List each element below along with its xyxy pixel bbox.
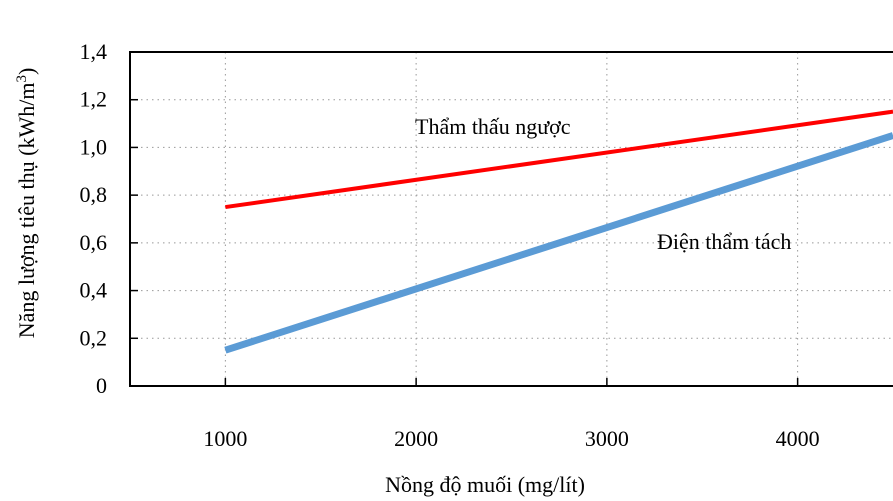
x-axis-title: Nồng độ muối (mg/lít) — [385, 472, 585, 497]
series-label-electrodialysis: Điện thẩm tách — [657, 229, 791, 254]
y-tick-label: 1,2 — [80, 87, 108, 112]
series-lines — [224, 109, 893, 354]
x-tick-label: 3000 — [585, 426, 629, 451]
series-line-electrodialysis — [224, 132, 893, 354]
x-tick-label: 1000 — [203, 426, 247, 451]
y-tick-label: 0 — [96, 373, 107, 398]
x-tick-label: 4000 — [776, 426, 820, 451]
x-tick-label: 2000 — [394, 426, 438, 451]
plot-frame — [129, 51, 893, 387]
y-axis-ticks: 0 0,2 0,4 0,6 0,8 1,0 1,2 1,4 — [80, 39, 138, 398]
y-tick-label: 0,6 — [80, 230, 108, 255]
y-tick-label: 0,2 — [80, 325, 108, 350]
y-axis-title-main: Năng lượng tiêu thụ (kWh/m — [14, 83, 39, 339]
series-label-reverse-osmosis: Thẩm thấu ngược — [415, 114, 571, 139]
y-axis-title: Năng lượng tiêu thụ (kWh/m3) — [14, 68, 39, 339]
y-tick-label: 0,8 — [80, 182, 108, 207]
y-tick-label: 0,4 — [80, 278, 108, 303]
y-tick-label: 1,0 — [80, 134, 108, 159]
x-axis-ticks: 1000 2000 3000 4000 — [203, 378, 820, 451]
series-line-reverse-osmosis — [225, 109, 893, 210]
y-tick-label: 1,4 — [80, 39, 108, 64]
y-axis-title-close: ) — [14, 68, 39, 75]
grid — [130, 52, 893, 386]
y-axis-title-superscript: 3 — [14, 75, 30, 83]
